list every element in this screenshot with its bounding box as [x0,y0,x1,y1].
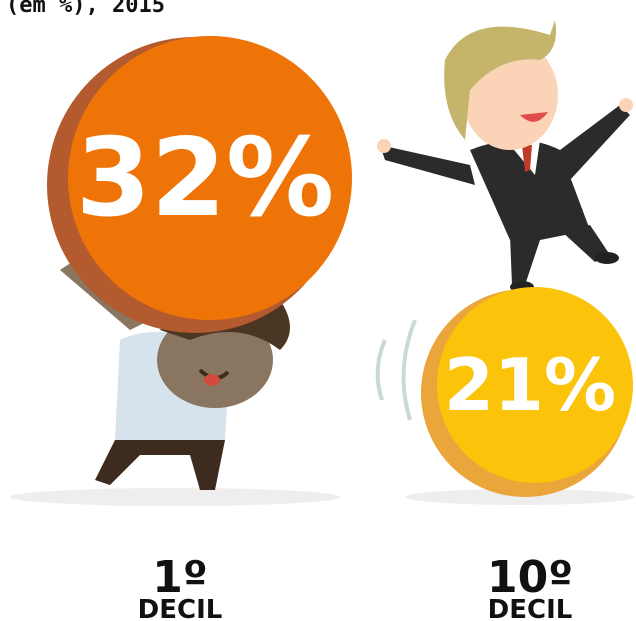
shadow [10,488,340,506]
value-label: 32% [76,116,335,241]
value-label: 21% [444,343,616,427]
motion-line [378,340,385,400]
decile-label: DECIL [138,595,223,621]
infographic: (em %), 2015 32% 21% [0,0,636,621]
subtitle: (em %), 2015 [6,0,165,18]
decile-label: DECIL [488,595,573,621]
motion-line [404,320,415,420]
businessman [377,20,633,293]
page: (em %), 2015 32% 21% [0,0,636,621]
